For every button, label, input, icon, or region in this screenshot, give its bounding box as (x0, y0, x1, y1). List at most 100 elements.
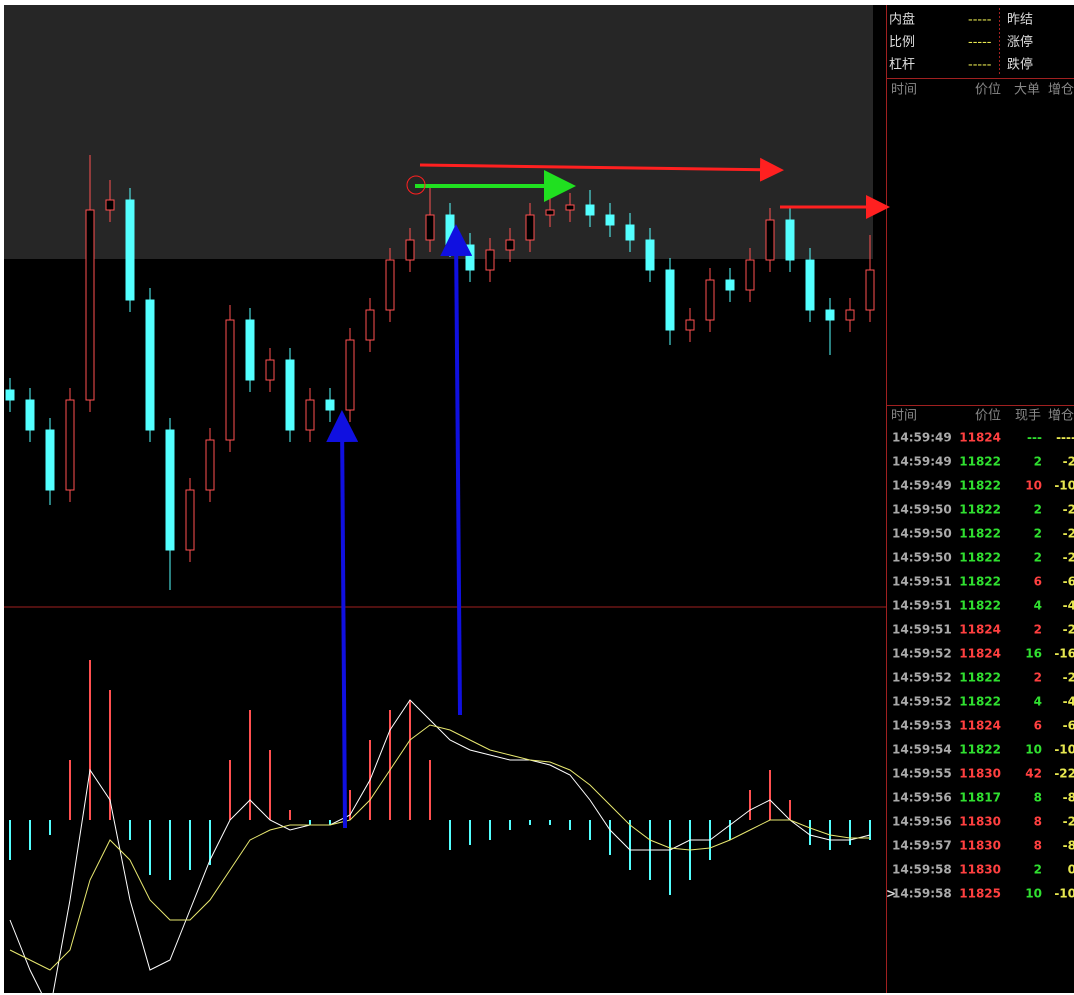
trade-volume: 2 (1034, 455, 1042, 469)
candle-body (405, 239, 415, 261)
trade-time: 14:59:57 (892, 839, 952, 853)
trade-price: 11822 (959, 503, 1001, 517)
info-label: 杠杆 (889, 57, 915, 73)
trade-price: 11830 (959, 767, 1001, 781)
trade-volume: 2 (1034, 671, 1042, 685)
trade-price: 11822 (959, 743, 1001, 757)
trade-price: 11824 (959, 431, 1001, 445)
trade-time: 14:59:58 (892, 863, 952, 877)
info-label: 比例 (889, 35, 915, 50)
trade-change: -8 (1063, 839, 1074, 853)
candle-body (385, 259, 395, 311)
trade-change: ---- (1056, 431, 1074, 445)
trade-volume: 8 (1034, 791, 1042, 805)
macd-line (9, 724, 870, 971)
trade-change: -2 (1063, 527, 1074, 541)
info-value: ----- (968, 35, 992, 50)
trade-price: 11822 (959, 527, 1001, 541)
trade-price: 11822 (959, 599, 1001, 613)
row-cursor: > (886, 887, 896, 901)
candle-body (605, 214, 615, 226)
trade-price: 11817 (959, 791, 1001, 805)
trade-volume: 4 (1034, 695, 1042, 709)
trade-time: 14:59:52 (892, 647, 952, 661)
trade-change: -16 (1054, 647, 1074, 661)
candle-body (65, 399, 75, 491)
column-header: 现手 (1015, 409, 1041, 424)
trade-volume: 8 (1034, 839, 1042, 853)
trade-volume: 2 (1034, 623, 1042, 637)
trade-time: 14:59:56 (892, 791, 952, 805)
candle-body (245, 319, 255, 381)
candle-body (25, 399, 35, 431)
candle-body (105, 199, 115, 211)
column-header: 时间 (891, 83, 917, 98)
trade-volume: 6 (1034, 719, 1042, 733)
candle-body (445, 214, 455, 246)
marks (5, 155, 875, 995)
trade-change: -2 (1063, 671, 1074, 685)
trade-price: 11822 (959, 695, 1001, 709)
trade-change: -4 (1063, 695, 1074, 709)
trade-price: 11824 (959, 719, 1001, 733)
candle-body (625, 224, 635, 241)
highlight-circle (406, 175, 426, 195)
trade-time: 14:59:49 (892, 479, 952, 493)
trade-price: 11830 (959, 815, 1001, 829)
candle-body (705, 279, 715, 321)
column-header: 增仓 (1048, 409, 1074, 424)
trade-change: -8 (1063, 791, 1074, 805)
trade-change: -10 (1054, 479, 1074, 493)
candle-body (545, 209, 555, 216)
candle-body (185, 489, 195, 551)
trade-price: 11824 (959, 647, 1001, 661)
candle-body (845, 309, 855, 321)
trade-volume: 8 (1034, 815, 1042, 829)
trade-change: -2 (1063, 503, 1074, 517)
candle-body (265, 359, 275, 381)
trade-time: 14:59:55 (892, 767, 952, 781)
candle-body (5, 389, 15, 401)
trade-price: 11822 (959, 551, 1001, 565)
column-header: 时间 (891, 409, 917, 424)
candle-body (685, 319, 695, 331)
candle-body (485, 249, 495, 271)
candle-body (465, 244, 475, 271)
trade-time: 14:59:50 (892, 527, 952, 541)
trade-volume: 4 (1034, 599, 1042, 613)
macd-line (9, 699, 871, 995)
candle-body (525, 214, 535, 241)
candle-body (785, 219, 795, 261)
candle-body (585, 204, 595, 216)
trade-time: 14:59:58 (892, 887, 952, 901)
trade-time: 14:59:51 (892, 623, 952, 637)
trade-volume: 10 (1025, 887, 1042, 901)
trade-time: 14:59:54 (892, 743, 952, 757)
upper-zone (4, 5, 873, 259)
trade-change: -6 (1063, 575, 1074, 589)
trade-time: 14:59:56 (892, 815, 952, 829)
candle-body (805, 259, 815, 311)
column-header: 价位 (975, 83, 1001, 98)
trade-price: 11822 (959, 575, 1001, 589)
trade-time: 14:59:53 (892, 719, 952, 733)
trade-price: 11822 (959, 455, 1001, 469)
trade-change: -6 (1063, 719, 1074, 733)
trade-volume: 2 (1034, 551, 1042, 565)
info-value: ----- (968, 13, 992, 28)
column-header: 价位 (975, 409, 1001, 424)
trade-change: -2 (1063, 551, 1074, 565)
trade-price: 11830 (959, 863, 1001, 877)
candle-body (85, 209, 95, 401)
trade-volume: 16 (1025, 647, 1042, 661)
candle-body (45, 429, 55, 491)
candle-body (645, 239, 655, 271)
trade-time: 14:59:52 (892, 671, 952, 685)
info-label: 跌停 (1007, 57, 1033, 73)
column-header: 大单 (1014, 83, 1040, 98)
candle-body (305, 399, 315, 431)
candle-body (365, 309, 375, 341)
trade-change: -22 (1054, 767, 1074, 781)
trade-price: 11825 (959, 887, 1001, 901)
